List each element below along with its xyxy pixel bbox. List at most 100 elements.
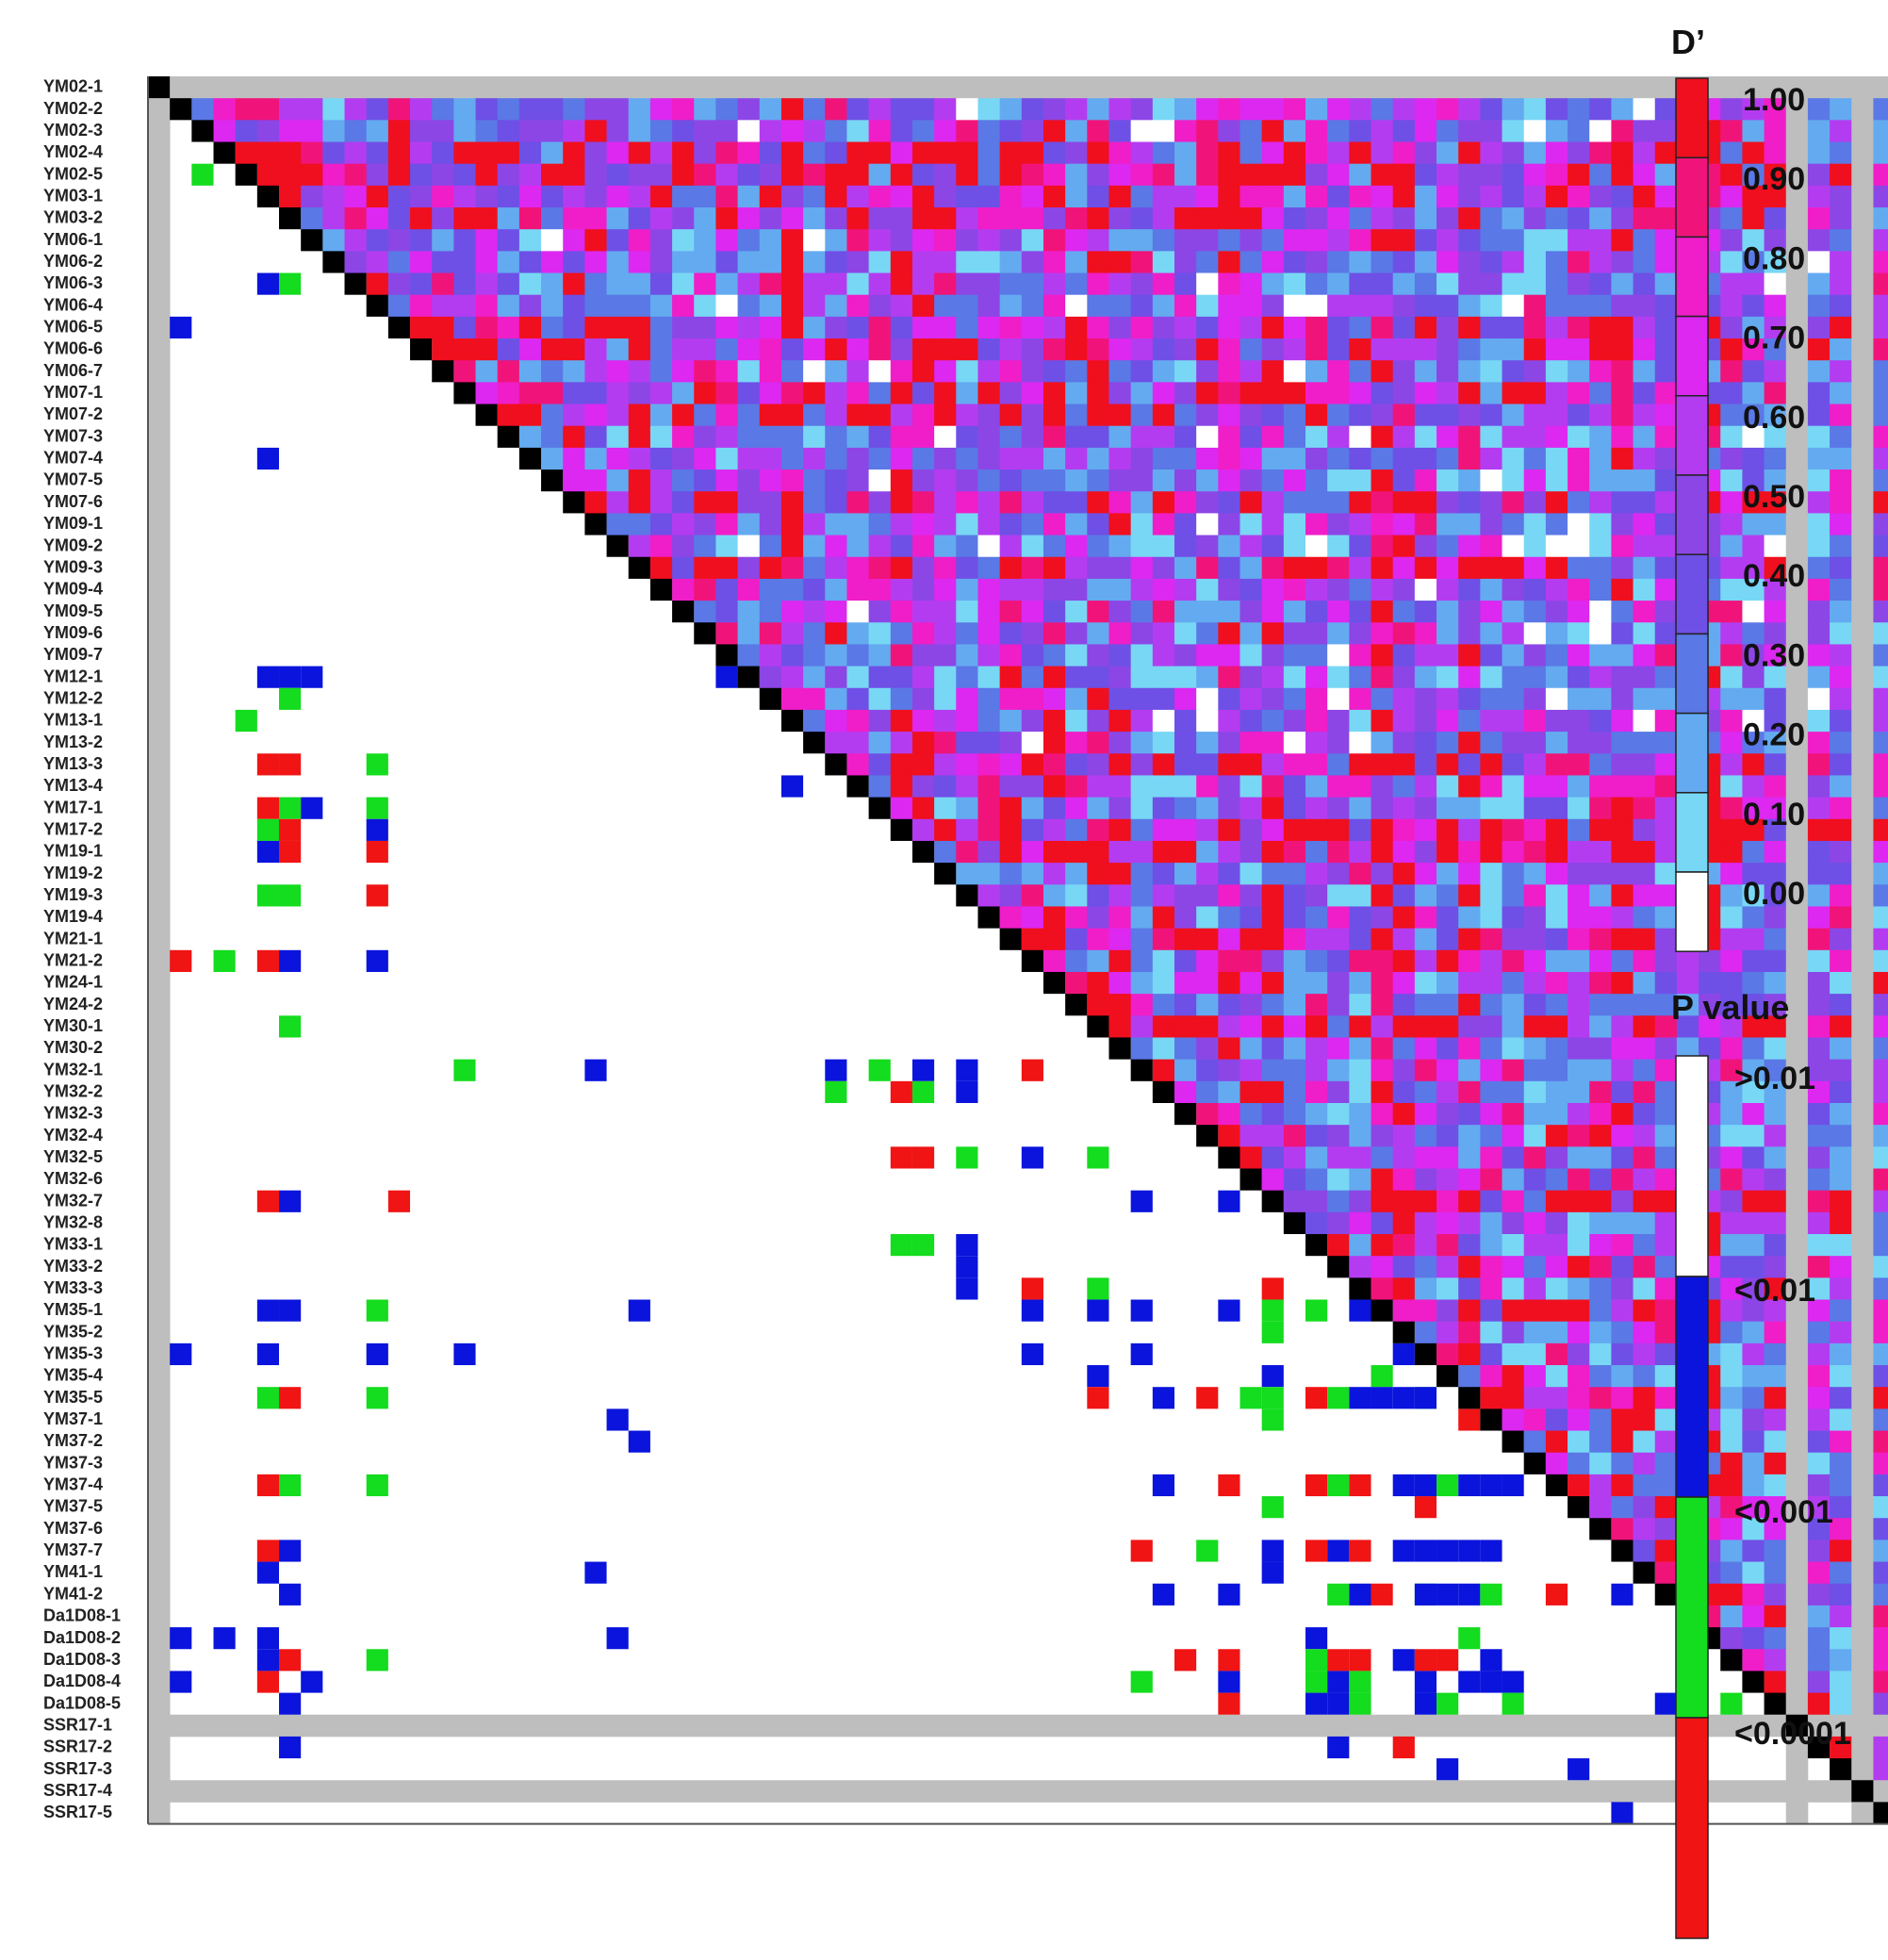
d-prime-cell [1392, 1146, 1416, 1169]
d-prime-cell [606, 98, 630, 121]
diagonal-cell [1240, 1168, 1262, 1191]
d-prime-cell [868, 207, 892, 230]
d-prime-cell [803, 644, 826, 667]
d-prime-cell [1830, 644, 1852, 667]
d-prime-cell [1764, 1671, 1787, 1693]
monomorphic-cell [148, 141, 171, 165]
d-prime-cell [1305, 709, 1328, 733]
d-prime-cell [1065, 207, 1088, 230]
d-prime-cell [1371, 360, 1394, 383]
d-prime-cell [1873, 906, 1888, 930]
d-prime-cell [1152, 316, 1175, 339]
d-prime-cell [803, 294, 826, 318]
p-value-cell [235, 709, 257, 733]
d-prime-cell [846, 732, 870, 754]
monomorphic-cell [1108, 1714, 1132, 1738]
d-prime-cell [1611, 949, 1634, 973]
d-prime-cell [977, 382, 1001, 404]
marker-label: YM06-2 [43, 252, 103, 271]
d-prime-cell [1283, 1059, 1306, 1082]
d-prime-cell [1654, 797, 1678, 820]
d-prime-cell [737, 120, 761, 142]
d-prime-cell [825, 120, 847, 142]
d-prime-cell [1196, 76, 1219, 99]
d-prime-cell [1568, 360, 1590, 383]
d-prime-cell [1392, 98, 1416, 121]
d-prime-cell [911, 491, 935, 514]
d-prime-cell [1108, 447, 1132, 470]
d-prime-cell [1851, 1277, 1874, 1300]
d-prime-cell [1851, 732, 1874, 754]
p-value-cell [256, 1627, 280, 1650]
p-value-cell [387, 1190, 411, 1212]
p-value-cell [1261, 1365, 1284, 1388]
d-prime-cell [1873, 1671, 1888, 1693]
marker-label: YM13-1 [43, 711, 103, 730]
d-prime-cell [1720, 1321, 1743, 1344]
d-prime-cell [1196, 601, 1219, 623]
d-prime-cell [410, 185, 433, 208]
d-prime-cell [1851, 906, 1874, 930]
d-prime-cell [1043, 513, 1066, 535]
d-prime-cell [1087, 141, 1109, 165]
d-prime-cell [1392, 1168, 1416, 1192]
d-prime-cell [1633, 382, 1656, 404]
d-prime-cell [1108, 687, 1132, 711]
d-prime-cell [890, 382, 913, 404]
d-prime-cell [1043, 316, 1066, 339]
d-prime-cell [803, 98, 826, 121]
d-prime-cell [780, 229, 804, 252]
d-prime-cell [1458, 863, 1481, 885]
d-prime-cell [1873, 928, 1888, 951]
d-prime-cell [1764, 863, 1787, 885]
d-prime-cell [1611, 1146, 1634, 1169]
d-prime-cell [1327, 1125, 1350, 1147]
monomorphic-cell [1283, 1714, 1306, 1738]
d-prime-cell [1502, 1277, 1525, 1300]
d-prime-cell [1633, 294, 1656, 318]
d-prime-cell [977, 316, 1001, 339]
p-value-cell [1458, 1540, 1481, 1562]
p-value-cell [1437, 1758, 1459, 1781]
d-prime-cell [1043, 163, 1066, 187]
d-prime-cell [825, 404, 847, 427]
d-prime-cell [1851, 1299, 1874, 1323]
d-prime-cell [1568, 732, 1590, 754]
d-prime-cell [1545, 556, 1568, 580]
d-prime-cell [1240, 732, 1263, 754]
d-prime-cell [890, 469, 913, 492]
d-prime-cell [1568, 1059, 1590, 1082]
d-prime-cell [1830, 338, 1852, 361]
d-prime-cell [410, 294, 433, 318]
d-prime-cell [846, 469, 870, 492]
d-prime-cell [1742, 163, 1765, 187]
d-prime-cell [956, 687, 978, 711]
d-prime-cell [628, 141, 651, 165]
d-prime-cell [1283, 316, 1306, 339]
d-prime-cell [1633, 906, 1656, 930]
d-prime-cell [1742, 1627, 1765, 1650]
d-prime-cell [715, 404, 738, 427]
d-prime-cell [1568, 1387, 1590, 1409]
d-prime-cell [1108, 163, 1132, 187]
d-prime-cell [1851, 1758, 1874, 1781]
d-prime-cell [497, 185, 520, 208]
d-prime-cell [1414, 272, 1437, 296]
d-prime-cell [1502, 556, 1525, 580]
diagonal-cell [256, 185, 280, 208]
marker-label: YM19-2 [43, 864, 103, 882]
d-prime-cell [1480, 491, 1502, 514]
d-prime-cell [1305, 971, 1328, 995]
d-prime-cell [1545, 1037, 1568, 1061]
d-prime-cell [1523, 251, 1547, 273]
d-prime-cell [977, 601, 1001, 623]
d-prime-cell [1349, 994, 1371, 1016]
d-prime-cell [366, 185, 389, 208]
d-prime-cell [1654, 1518, 1678, 1540]
d-prime-cell [1043, 185, 1066, 208]
d-prime-cell [235, 120, 258, 142]
d-prime-cell [1261, 294, 1285, 318]
d-prime-cell [1523, 1277, 1547, 1300]
d-prime-cell [1240, 535, 1263, 558]
monomorphic-cell [148, 971, 171, 995]
